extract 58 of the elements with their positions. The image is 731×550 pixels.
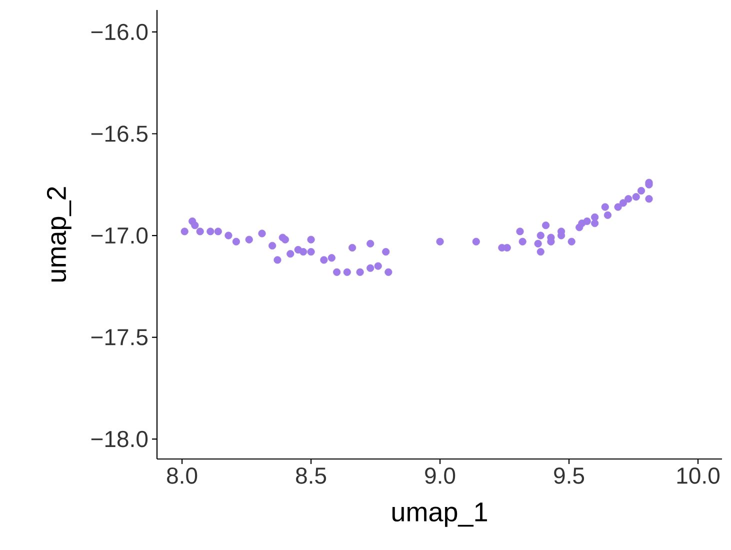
point — [536, 248, 544, 256]
point — [366, 264, 374, 272]
point — [245, 236, 253, 244]
point — [348, 244, 356, 252]
x-tick-label: 8.5 — [296, 468, 326, 484]
point — [281, 236, 290, 244]
point — [299, 248, 308, 256]
x-tick-label: 9.5 — [554, 468, 584, 484]
point — [619, 199, 627, 207]
point — [366, 240, 374, 248]
point — [583, 217, 591, 226]
point — [591, 220, 599, 228]
point — [307, 236, 315, 244]
point — [180, 228, 188, 236]
point — [645, 195, 653, 203]
point — [632, 193, 640, 201]
point — [472, 238, 480, 246]
y-tick-label: −18.0 — [91, 430, 148, 448]
x-tick-label: 8.0 — [167, 468, 198, 484]
point — [343, 268, 351, 276]
point — [536, 232, 544, 240]
point — [534, 240, 542, 248]
x-tick-label: 10.0 — [677, 468, 720, 484]
point — [307, 248, 315, 256]
point — [214, 228, 222, 236]
y-tick-label: −17.5 — [91, 329, 148, 346]
point — [604, 211, 612, 219]
point — [637, 186, 646, 195]
point — [518, 238, 526, 246]
point — [286, 250, 294, 258]
y-tick-label: −16.0 — [91, 24, 148, 40]
point — [374, 262, 382, 270]
point — [268, 242, 276, 250]
point — [206, 228, 214, 236]
point — [320, 256, 328, 264]
point — [516, 228, 524, 236]
point — [436, 238, 444, 246]
point — [274, 256, 282, 264]
point — [624, 195, 632, 203]
y-axis-title: umap_2 — [46, 187, 72, 282]
x-tick-label: 9.0 — [425, 468, 456, 484]
point — [614, 203, 622, 211]
point — [568, 238, 576, 246]
point — [356, 268, 364, 276]
point — [333, 268, 341, 276]
y-tick-label: −17.0 — [91, 227, 148, 244]
point — [384, 268, 392, 276]
point — [224, 232, 232, 240]
point — [232, 238, 240, 246]
point — [196, 228, 204, 236]
point — [382, 248, 390, 256]
point — [258, 230, 266, 238]
point — [601, 203, 609, 211]
point — [328, 254, 336, 262]
point — [191, 222, 199, 230]
y-tick-label: −16.5 — [91, 126, 148, 142]
x-axis-title: umap_1 — [392, 502, 487, 527]
point — [542, 222, 550, 230]
